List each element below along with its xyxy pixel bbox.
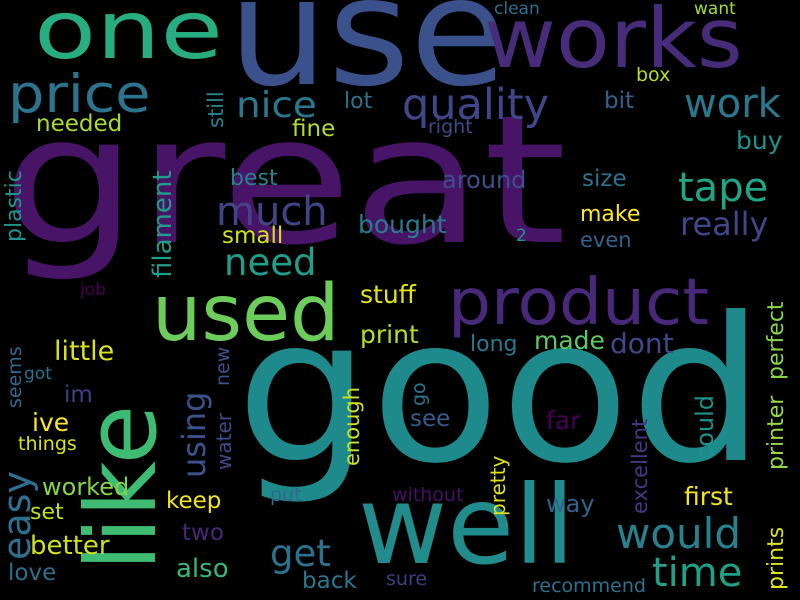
word: back [302, 568, 357, 594]
word: dont [610, 327, 674, 360]
word: clean [494, 0, 540, 19]
word: 2 [516, 226, 527, 246]
word: without [392, 484, 464, 506]
word: nice [236, 85, 317, 126]
word: could [691, 395, 719, 460]
word: im [64, 382, 93, 408]
word: make [580, 202, 641, 227]
word: prints [764, 526, 789, 590]
word: long [470, 332, 518, 357]
word: two [182, 520, 224, 546]
word: job [80, 280, 106, 300]
word: pretty [486, 455, 510, 516]
word: get [270, 532, 331, 575]
word: well [358, 462, 575, 589]
word: put [270, 484, 302, 506]
word: see [410, 406, 451, 432]
word: one [34, 0, 224, 77]
word: size [582, 166, 627, 192]
word: keep [166, 488, 222, 514]
word: sure [386, 568, 428, 590]
word: bought [358, 210, 447, 239]
word: lot [344, 89, 373, 114]
word: filament [148, 170, 178, 278]
word: product [448, 266, 709, 340]
word: needed [36, 111, 123, 137]
word: box [636, 64, 671, 86]
word: right [428, 116, 473, 138]
word: seems [4, 346, 26, 408]
word: water [212, 413, 236, 470]
word: great [2, 77, 567, 284]
word: around [442, 166, 527, 194]
word: use [228, 0, 507, 120]
word: love [8, 560, 57, 586]
word: fine [292, 116, 336, 142]
word: best [230, 166, 278, 191]
word: set [30, 500, 64, 525]
word: time [652, 550, 743, 596]
word: used [152, 269, 340, 359]
word: still [204, 91, 228, 128]
word: buy [736, 126, 783, 155]
word: tape [678, 165, 769, 211]
word: would [616, 509, 741, 558]
word: need [224, 241, 317, 284]
word: much [216, 189, 328, 235]
word: using [175, 391, 213, 478]
word: stuff [360, 280, 416, 309]
word: want [694, 0, 736, 19]
word: bit [604, 88, 635, 114]
word: go [408, 382, 430, 406]
word: work [684, 81, 781, 127]
word: things [18, 433, 77, 455]
word: excellent [628, 418, 652, 514]
word: good [236, 275, 765, 508]
word: better [30, 531, 110, 561]
word: enough [340, 386, 364, 466]
word: printer [764, 395, 789, 470]
word: plastic [2, 170, 27, 242]
word: really [680, 205, 769, 243]
word: works [484, 0, 743, 87]
word: worked [42, 473, 130, 501]
word: little [54, 336, 115, 367]
word: new [212, 346, 234, 386]
word: ive [32, 408, 70, 437]
word: far [546, 406, 581, 435]
word: small [222, 223, 284, 249]
word: price [8, 64, 151, 125]
word: recommend [532, 575, 646, 597]
word: quality [402, 80, 550, 130]
word: made [534, 326, 605, 355]
word: print [360, 320, 419, 349]
word: even [580, 228, 632, 252]
word: perfect [764, 301, 789, 380]
word: way [546, 490, 595, 518]
word: got [24, 364, 52, 384]
word: also [176, 554, 229, 584]
word: first [684, 482, 733, 511]
